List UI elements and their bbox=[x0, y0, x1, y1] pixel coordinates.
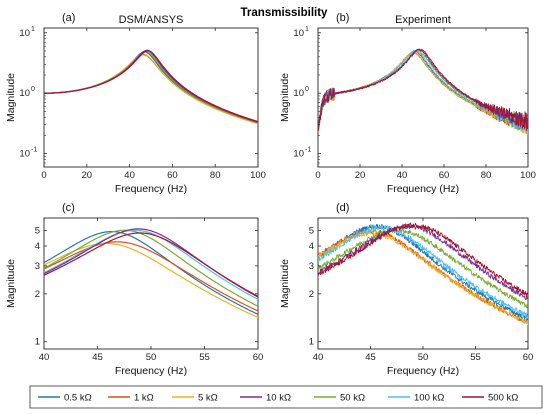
series-line-100k bbox=[318, 225, 528, 319]
y-tick-label: 10 bbox=[19, 149, 30, 160]
panel-label: (c) bbox=[62, 202, 75, 214]
legend-label: 100 kΩ bbox=[414, 393, 444, 404]
y-tick-label: 5 bbox=[309, 226, 314, 237]
legend-label: 5 kΩ bbox=[198, 393, 218, 404]
x-tick-label: 100 bbox=[250, 170, 266, 181]
x-axis-label: Frequency (Hz) bbox=[115, 365, 187, 377]
y-tick-label: 5 bbox=[35, 226, 40, 237]
series-group bbox=[318, 222, 528, 326]
x-tick-label: 45 bbox=[365, 352, 376, 363]
legend-entry: 1 kΩ bbox=[108, 393, 154, 404]
series-line-50k bbox=[44, 229, 258, 307]
y-tick-exponent: 1 bbox=[31, 26, 35, 33]
legend-entry: 500 kΩ bbox=[462, 393, 518, 404]
x-tick-label: 0 bbox=[41, 170, 46, 181]
x-tick-label: 45 bbox=[92, 352, 103, 363]
legend-entry: 100 kΩ bbox=[388, 393, 444, 404]
panel-title: DSM/ANSYS bbox=[119, 14, 184, 26]
series-group bbox=[318, 48, 528, 135]
y-tick-exponent: 0 bbox=[305, 86, 309, 93]
series-line-500k bbox=[44, 50, 258, 123]
y-axis-label: Magnitude bbox=[5, 259, 17, 308]
series-line-100k bbox=[44, 229, 258, 300]
panel-label: (b) bbox=[336, 12, 349, 24]
series-group bbox=[44, 49, 258, 125]
x-tick-label: 60 bbox=[439, 170, 450, 181]
x-tick-label: 60 bbox=[253, 352, 264, 363]
legend-label: 50 kΩ bbox=[340, 393, 365, 404]
y-axis-label: Magnitude bbox=[279, 73, 291, 122]
y-axis-label: Magnitude bbox=[279, 259, 291, 308]
y-tick-label: 2 bbox=[309, 289, 314, 300]
panel-label: (a) bbox=[62, 12, 75, 24]
y-tick-exponent: -1 bbox=[31, 147, 37, 154]
series-group bbox=[44, 228, 258, 318]
plot-area bbox=[43, 217, 259, 350]
x-tick-label: 40 bbox=[313, 352, 324, 363]
panel-title: Experiment bbox=[395, 14, 451, 26]
y-tick-label: 4 bbox=[309, 241, 314, 252]
x-tick-label: 40 bbox=[124, 170, 135, 181]
legend-label: 10 kΩ bbox=[266, 393, 291, 404]
y-tick-label: 1 bbox=[35, 337, 40, 348]
figure-title: Transmissibility bbox=[241, 7, 329, 19]
x-tick-label: 20 bbox=[82, 170, 93, 181]
series-line-500k bbox=[318, 222, 528, 297]
x-tick-label: 60 bbox=[523, 352, 534, 363]
y-tick-label: 4 bbox=[35, 241, 40, 252]
y-tick-label: 2 bbox=[35, 289, 40, 300]
y-tick-exponent: 0 bbox=[31, 86, 35, 93]
x-axis-label: Frequency (Hz) bbox=[387, 183, 459, 195]
series-line-500k bbox=[44, 232, 258, 297]
plot-area bbox=[317, 27, 529, 168]
y-tick-exponent: -1 bbox=[305, 147, 311, 154]
legend-label: 500 kΩ bbox=[488, 393, 518, 404]
legend-entry: 10 kΩ bbox=[240, 393, 291, 404]
y-tick-label: 10 bbox=[293, 149, 304, 160]
y-tick-label: 10 bbox=[19, 88, 30, 99]
series-line-500k bbox=[318, 48, 528, 131]
plot-area bbox=[43, 27, 259, 168]
x-tick-label: 100 bbox=[520, 170, 536, 181]
legend-label: 1 kΩ bbox=[134, 393, 154, 404]
series-line-1k bbox=[44, 241, 258, 312]
legend-label: 0.5 kΩ bbox=[64, 393, 92, 404]
x-axis-label: Frequency (Hz) bbox=[115, 183, 187, 195]
x-axis-label: Frequency (Hz) bbox=[387, 365, 459, 377]
x-tick-label: 80 bbox=[481, 170, 492, 181]
y-axis-label: Magnitude bbox=[5, 73, 17, 122]
x-tick-label: 50 bbox=[146, 352, 157, 363]
y-tick-label: 10 bbox=[293, 28, 304, 39]
legend-entry: 0.5 kΩ bbox=[38, 393, 92, 404]
series-line-0.5k bbox=[44, 231, 258, 315]
y-tick-label: 10 bbox=[293, 88, 304, 99]
x-tick-label: 80 bbox=[210, 170, 221, 181]
y-tick-label: 1 bbox=[309, 337, 314, 348]
y-tick-label: 10 bbox=[19, 28, 30, 39]
legend-box bbox=[29, 385, 543, 409]
x-tick-label: 0 bbox=[315, 170, 320, 181]
y-tick-exponent: 1 bbox=[305, 26, 309, 33]
x-tick-label: 55 bbox=[470, 352, 481, 363]
x-tick-label: 40 bbox=[397, 170, 408, 181]
x-tick-label: 60 bbox=[167, 170, 178, 181]
legend: 0.5 kΩ 1 kΩ 5 kΩ 10 kΩ 50 kΩ 100 kΩ 500 kΩ bbox=[29, 385, 543, 409]
y-tick-label: 3 bbox=[309, 261, 314, 272]
panel-label: (d) bbox=[336, 202, 349, 214]
series-line-5k bbox=[44, 242, 258, 318]
x-tick-label: 20 bbox=[355, 170, 366, 181]
x-tick-label: 40 bbox=[39, 352, 50, 363]
x-tick-label: 50 bbox=[418, 352, 429, 363]
legend-entry: 5 kΩ bbox=[172, 393, 218, 404]
x-tick-label: 55 bbox=[199, 352, 210, 363]
y-tick-label: 3 bbox=[35, 261, 40, 272]
legend-entry: 50 kΩ bbox=[314, 393, 365, 404]
series-line-50k bbox=[318, 227, 528, 309]
